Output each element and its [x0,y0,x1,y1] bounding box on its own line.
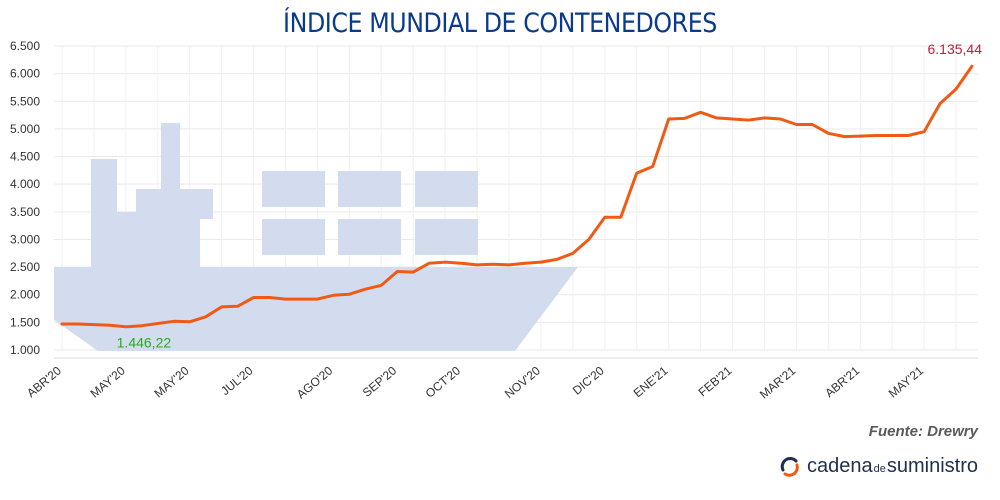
y-tick-label: 2.000 [10,288,40,302]
y-tick-label: 1.500 [10,315,40,329]
cargo-container [415,219,478,255]
cargo-container [338,171,401,207]
ship-superstructure [91,123,213,267]
x-tick-label: ENE'21 [631,363,671,400]
x-tick-label: SEP'20 [360,363,400,399]
annotations: 1.446,22 6.135,44 [117,41,983,350]
x-tick-label: JUL'20 [218,363,256,398]
x-tick-label: MAR'21 [757,363,799,401]
y-tick-label: 3.500 [10,205,40,219]
series-layer [60,64,974,329]
x-tick-label: DIC'20 [570,363,607,397]
x-tick-label: OCT'20 [423,363,464,400]
ship-hull [54,267,578,351]
y-tick-label: 6.000 [10,67,40,81]
brand-word-2: de [873,462,886,475]
y-tick-label: 4.000 [10,177,40,191]
y-tick-label: 6.500 [10,39,40,53]
y-tick-label: 4.500 [10,150,40,164]
x-tick-label: AGO'20 [294,363,336,401]
cargo-container [338,219,401,255]
chart-title: ÍNDICE MUNDIAL DE CONTENEDORES [283,8,717,39]
data-label: 6.135,44 [928,41,983,57]
source-note: Fuente: Drewry [868,423,978,440]
series-line [60,64,974,329]
x-tick-label: MAY'21 [886,363,926,400]
brand-word-3: suministro [886,455,978,477]
cargo-container [415,171,478,207]
cargo-container [262,171,325,207]
y-tick-label: 2.500 [10,260,40,274]
brand-logo: cadena de suministro [779,455,978,478]
y-tick-label: 1.000 [10,343,40,357]
y-axis: 1.000 1.500 2.000 2.500 3.000 3.500 4.000 4.500… [10,39,40,357]
x-tick-label: MAY'20 [88,363,128,400]
x-axis: ABR'20 MAY'20 MAY'20 JUL'20 AGO'20 SEP'20 OCT'… [24,357,978,401]
data-label: 1.446,22 [117,334,172,350]
x-tick-label: FEB'21 [696,363,735,399]
y-tick-label: 5.500 [10,94,40,108]
container-ship-illustration [54,123,578,351]
x-tick-label: MAY'20 [151,363,191,400]
x-tick-label: NOV'20 [502,363,543,401]
y-tick-label: 5.000 [10,122,40,136]
x-tick-label: ABR'21 [822,363,862,400]
cargo-container [262,219,325,255]
brand-word-1: cadena [806,455,873,477]
brand-icon [780,456,799,477]
x-tick-label: ABR'20 [24,363,64,400]
y-tick-label: 3.000 [10,232,40,246]
